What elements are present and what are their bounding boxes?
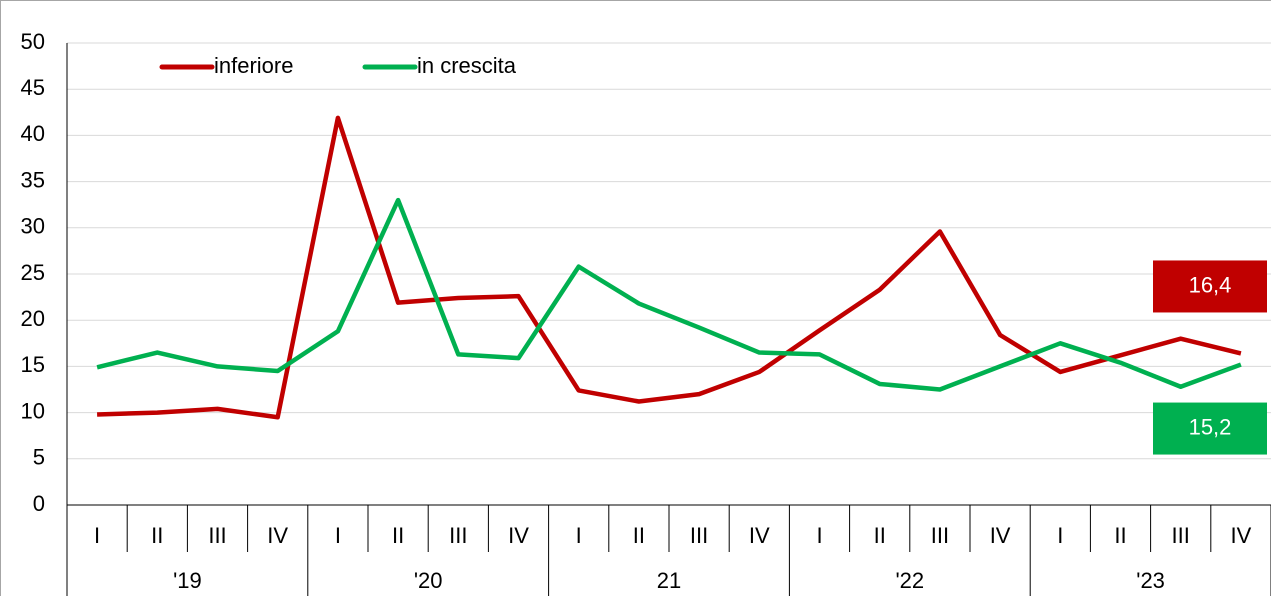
x-tick-label: II [633, 523, 645, 548]
y-tick-label: 35 [21, 167, 45, 192]
y-tick-label: 0 [33, 491, 45, 516]
series-line [97, 115, 1242, 420]
value-label: 16,4 [1189, 272, 1232, 297]
legend-label: in crescita [417, 53, 517, 78]
value-label-box [1153, 402, 1267, 455]
series-line [96, 197, 1242, 392]
x-tick-label: II [151, 523, 163, 548]
y-tick-label: 25 [21, 260, 45, 285]
y-tick-label: 45 [21, 75, 45, 100]
y-tick-label: 20 [21, 306, 45, 331]
y-tick-label: 30 [21, 214, 45, 239]
x-tick-label: III [690, 523, 708, 548]
x-group-label: '22 [895, 568, 924, 593]
y-tick-label: 50 [21, 29, 45, 54]
y-tick-label: 15 [21, 352, 45, 377]
x-tick-label: IV [508, 523, 529, 548]
x-tick-label: I [576, 523, 582, 548]
x-tick-label: I [335, 523, 341, 548]
x-tick-label: III [208, 523, 226, 548]
x-tick-label: I [94, 523, 100, 548]
x-tick-label: II [392, 523, 404, 548]
x-group-label: '20 [414, 568, 443, 593]
x-tick-label: IV [990, 523, 1011, 548]
x-tick-label: II [874, 523, 886, 548]
x-tick-label: IV [267, 523, 288, 548]
x-tick-label: II [1114, 523, 1126, 548]
x-tick-label: III [449, 523, 467, 548]
y-tick-label: 10 [21, 398, 45, 423]
x-tick-label: I [816, 523, 822, 548]
value-label: 15,2 [1189, 414, 1232, 439]
y-tick-label: 5 [33, 445, 45, 470]
x-tick-label: III [931, 523, 949, 548]
x-group-label: '19 [173, 568, 202, 593]
y-tick-label: 40 [21, 121, 45, 146]
x-group-label: 21 [657, 568, 681, 593]
value-label-box [1153, 260, 1267, 313]
x-tick-label: IV [1231, 523, 1252, 548]
x-tick-label: IV [749, 523, 770, 548]
x-tick-label: I [1057, 523, 1063, 548]
legend-label: inferiore [214, 53, 293, 78]
x-group-label: '23 [1136, 568, 1165, 593]
x-tick-label: III [1172, 523, 1190, 548]
